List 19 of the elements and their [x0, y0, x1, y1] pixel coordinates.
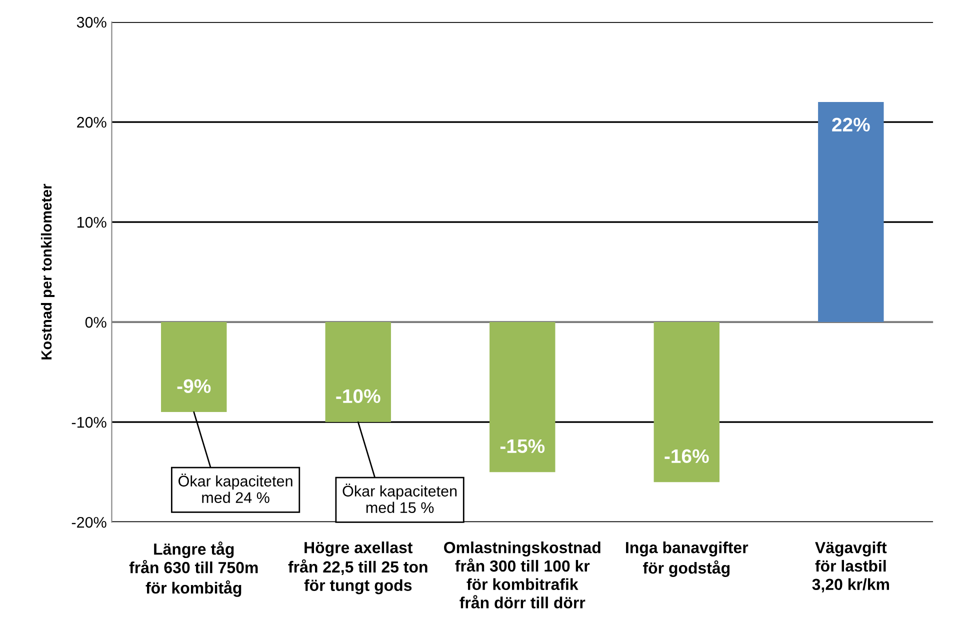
x-tick-label: Vägavgift för lastbil 3,20 kr/km [812, 542, 889, 592]
x-tick-label: Omlastningskostnad från 300 till 100 kr för kombitrafik från dörr till dörr [444, 542, 600, 608]
y-tick-label: 20% [77, 116, 106, 128]
data-label: -9% [177, 379, 211, 394]
annotation: Ökar kapaciteten med 24 % [178, 474, 292, 504]
x-tick-label: Högre axellast från 22,5 till 25 ton för tungt gods [288, 542, 428, 594]
y-tick-label: 10% [77, 216, 106, 228]
y-tick-label: 30% [76, 16, 106, 28]
x-tick-label: Längre tåg från 630 till 750m för kombitåg [129, 542, 258, 597]
data-label: -15% [500, 439, 545, 454]
y-tick-label: -10% [72, 416, 106, 428]
y-tick-label: -20% [72, 516, 106, 528]
y-axis-title: Kostnad per tonkilometer [40, 184, 55, 360]
y-tick-label: 0% [85, 316, 106, 328]
data-label: 22% [832, 118, 870, 132]
annotation: Ökar kapaciteten med 15 % [342, 484, 457, 514]
data-label: -10% [336, 389, 380, 404]
data-label: -16% [664, 449, 709, 464]
x-tick-label: Inga banavgifter för godståg [626, 542, 748, 577]
